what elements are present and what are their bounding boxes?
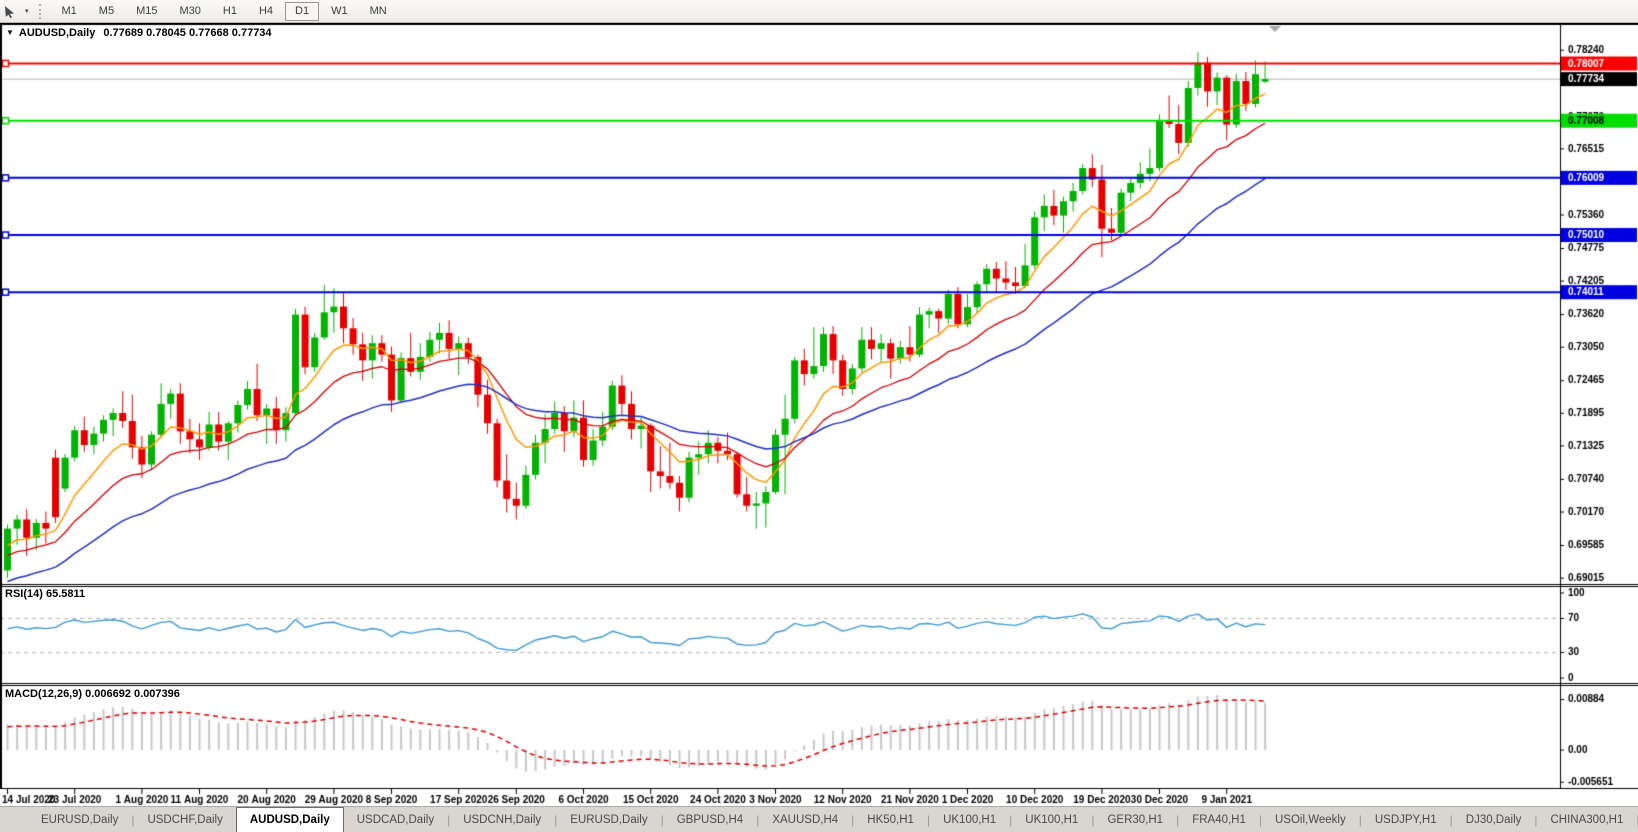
toolbar: ▾ M1 M5 M15 M30 H1 H4 D1 W1 MN: [0, 0, 1638, 23]
timeframe-button-W1[interactable]: W1: [321, 2, 358, 21]
chart-ohlc-values: 0.77689 0.78045 0.77668 0.77734: [103, 27, 272, 39]
crosshair-tool-button[interactable]: [1, 2, 20, 20]
price-chart-canvas[interactable]: [0, 23, 1638, 806]
timeframe-button-M5[interactable]: M5: [89, 2, 124, 21]
tab-separator: |: [1449, 812, 1453, 827]
dropdown-caret-icon: ▾: [25, 7, 29, 15]
symbol-tab-uk100-h1[interactable]: UK100,H1: [943, 813, 997, 826]
timeframe-button-H1[interactable]: H1: [213, 2, 247, 21]
tab-separator: |: [554, 812, 558, 827]
rsi-indicator-label: RSI(14) 65.5811: [5, 588, 86, 600]
tab-separator: |: [660, 812, 664, 827]
macd-indicator-label: MACD(12,26,9) 0.006692 0.007396: [5, 688, 180, 700]
tab-separator: |: [756, 812, 760, 827]
symbol-tab-china300-h1[interactable]: CHINA300,H1: [1550, 813, 1624, 826]
symbol-tab-bar: EURUSD,Daily | USDCHF,Daily AUDUSD,Daily USD…: [0, 806, 1638, 832]
chart-title: ▼ AUDUSD,Daily 0.77689 0.78045 0.77668 0.7…: [6, 27, 272, 39]
symbol-tab-audusd-daily[interactable]: AUDUSD,Daily: [235, 807, 344, 832]
symbol-tab-usdchf-daily[interactable]: USDCHF,Daily: [147, 813, 223, 826]
symbol-tab-eurusd-daily[interactable]: EURUSD,Daily: [41, 813, 119, 826]
chart-menu-icon[interactable]: ▼: [6, 28, 14, 37]
tab-separator: |: [447, 812, 451, 827]
symbol-tab-dj30-daily[interactable]: DJ30,Daily: [1465, 813, 1522, 826]
timeframe-button-H4[interactable]: H4: [249, 2, 283, 21]
tab-separator: |: [1009, 812, 1013, 827]
timeframe-button-D1[interactable]: D1: [285, 1, 320, 21]
symbol-tab-eurusd-daily[interactable]: EURUSD,Daily: [570, 813, 648, 826]
symbol-tab-uk100-h1[interactable]: UK100,H1: [1025, 813, 1079, 826]
tab-separator: |: [926, 812, 931, 827]
symbol-tab-usoil-weekly[interactable]: USOil,Weekly: [1275, 813, 1346, 826]
symbol-tab-usdjpy-h1[interactable]: USDJPY,H1: [1374, 813, 1437, 826]
symbol-tab-gbpusd-h4[interactable]: GBPUSD,H4: [676, 813, 744, 826]
timeframe-button-M30[interactable]: M30: [169, 2, 210, 21]
timeframe-button-M1[interactable]: M1: [52, 2, 87, 21]
tab-separator: |: [851, 812, 855, 827]
tab-separator: |: [1091, 812, 1095, 827]
symbol-tab-usdcnh-daily[interactable]: USDCNH,Daily: [463, 813, 542, 826]
tab-separator: |: [1358, 812, 1362, 827]
cursor-icon: [5, 5, 14, 18]
symbol-tab-xauusd-h4[interactable]: XAUUSD,H4: [772, 813, 839, 826]
tab-separator: |: [1176, 812, 1180, 827]
timeframe-button-group: M1 M5 M15 M30 H1 H4 D1 W1 MN: [51, 1, 398, 21]
tab-separator: |: [1534, 812, 1538, 827]
chart-symbol-label: AUDUSD,Daily: [18, 27, 96, 39]
timeframe-button-MN[interactable]: MN: [360, 2, 397, 21]
symbol-tab-ger30-h1[interactable]: GER30,H1: [1107, 813, 1164, 826]
tab-separator: |: [1258, 812, 1262, 827]
timeframe-button-M15[interactable]: M15: [126, 2, 167, 21]
tool-dropdown-button[interactable]: ▾: [22, 2, 32, 20]
symbol-tab-usdcad-daily[interactable]: USDCAD,Daily: [356, 813, 435, 826]
symbol-tab-hk50-h1[interactable]: HK50,H1: [867, 813, 914, 826]
tab-separator: |: [1636, 807, 1638, 832]
toolbar-grip[interactable]: [38, 3, 44, 19]
symbol-tab-fra40-h1[interactable]: FRA40,H1: [1192, 813, 1246, 826]
symbol-tabs: EURUSD,Daily | USDCHF,Daily AUDUSD,Daily USD…: [28, 807, 1638, 832]
tab-separator: |: [131, 812, 135, 827]
